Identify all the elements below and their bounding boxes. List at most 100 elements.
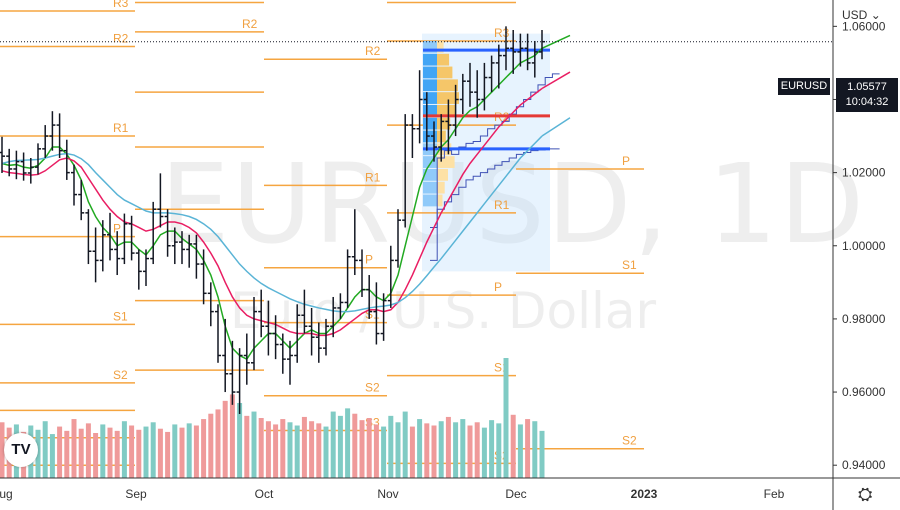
volume-bar [280,419,286,478]
pivot-level-label: P [622,154,630,168]
volume-profile-up-bar [423,168,437,181]
pivot-level-label: P [113,222,121,236]
symbol-watermark: EURUSD, 1D [160,140,867,268]
volume-bar [345,408,351,478]
volume-bar [510,414,516,478]
volume-bar [193,425,199,478]
volume-bar [100,424,106,478]
pivot-level-label: P [494,280,502,294]
pivot-level-label: R4 [494,0,510,2]
volume-bar [114,430,120,478]
volume-bar [460,419,466,478]
pivot-level-label: S2 [622,434,637,448]
chevron-down-icon: ⌄ [870,8,881,22]
volume-bar [215,409,221,478]
last-price-tag: 1.05577 10:04:32 [836,78,898,112]
volume-bar [388,415,394,478]
pivot-level-label: S1 [113,309,128,323]
volume-bar [445,416,451,478]
volume-bar [157,428,163,478]
volume-bar [309,421,315,478]
volume-profile-up-bar [423,40,437,53]
volume-bar [186,423,192,478]
pivot-level-label: R1 [113,121,129,135]
volume-profile-down-bar [437,92,459,104]
volume-profile-down-bar [437,104,456,117]
volume-bar [474,422,480,478]
volume-bar [323,426,329,478]
volume-bar [93,433,99,478]
price-axis-tick-label: 1.00000 [842,239,886,253]
volume-bar [287,422,293,478]
settings-gear-icon[interactable]: ⛭ [858,484,873,504]
volume-bar [438,421,444,478]
volume-bar [150,422,156,478]
moving-average-line [1,47,543,361]
volume-bar [85,423,91,478]
volume-bar [373,424,379,478]
volume-bar [402,411,408,478]
volume-profile-up-bar [423,66,437,79]
pivot-level-label: S2 [113,368,128,382]
volume-bar [179,427,185,478]
volume-bar [517,424,523,478]
currency-selector[interactable]: USD ⌄ [842,8,881,22]
volume-profile-up-bar [423,156,437,168]
price-axis-tick-label: 1.02000 [842,166,886,180]
pivot-level-label: R2 [242,17,258,31]
volume-profile-up-bar [423,92,437,104]
volume-profile-down-bar [437,194,443,207]
pivot-level-label: S2 [365,381,380,395]
price-axis-tick-label: 0.96000 [842,385,886,399]
volume-bar [201,419,207,478]
volume-bar [78,428,84,478]
volume-bar [467,425,473,478]
symbol-description-watermark: Euro / U.S. Dollar [230,282,657,340]
volume-bar [265,421,271,478]
volume-profile-down-bar [437,181,445,194]
time-axis-tick-label: Feb [764,487,785,501]
volume-profile-down-bar [437,66,453,79]
volume-bar [496,423,502,478]
time-axis-tick-label: Oct [255,487,274,501]
volume-profile-up-bar [423,117,437,130]
volume-bar [489,420,495,478]
time-axis-tick-label: Dec [505,487,526,501]
pivot-level-label: R3 [242,0,258,2]
price-axis-tick-label: 0.98000 [842,312,886,326]
pivot-level-label: R3 [494,26,510,40]
volume-bar [222,400,228,478]
volume-profile-up-bar [423,194,437,207]
volume-bar [294,425,300,478]
volume-profile-up-bar [423,53,437,66]
volume-profile-down-bar [437,79,458,92]
volume-bar [237,403,243,478]
moving-average-line [1,135,543,313]
volume-bar [244,415,250,478]
last-price-value: 1.05577 [847,81,887,93]
pivot-level-label: R3 [113,0,129,10]
volume-profile-down-bar [437,117,451,130]
volume-bar [136,429,142,478]
volume-bar [366,418,372,478]
volume-bar [352,413,358,478]
time-axis-tick-label: Sep [125,487,147,501]
volume-bar [208,413,214,478]
volume-bar [301,416,307,478]
volume-bar [316,423,322,478]
pivot-level-label: P [365,253,373,267]
volume-bar [57,426,63,478]
volume-bar [532,421,538,478]
moving-average-line [1,87,543,337]
volume-profile-up-bar [423,130,437,143]
currency-label: USD [842,8,868,22]
volume-bar [395,422,401,478]
tradingview-logo-icon[interactable]: TV [4,433,38,467]
volume-profile-down-bar [437,40,444,53]
volume-bar [0,422,5,478]
volume-bar [481,427,487,478]
bar-countdown: 10:04:32 [845,96,889,108]
moving-average-projection [541,71,571,90]
